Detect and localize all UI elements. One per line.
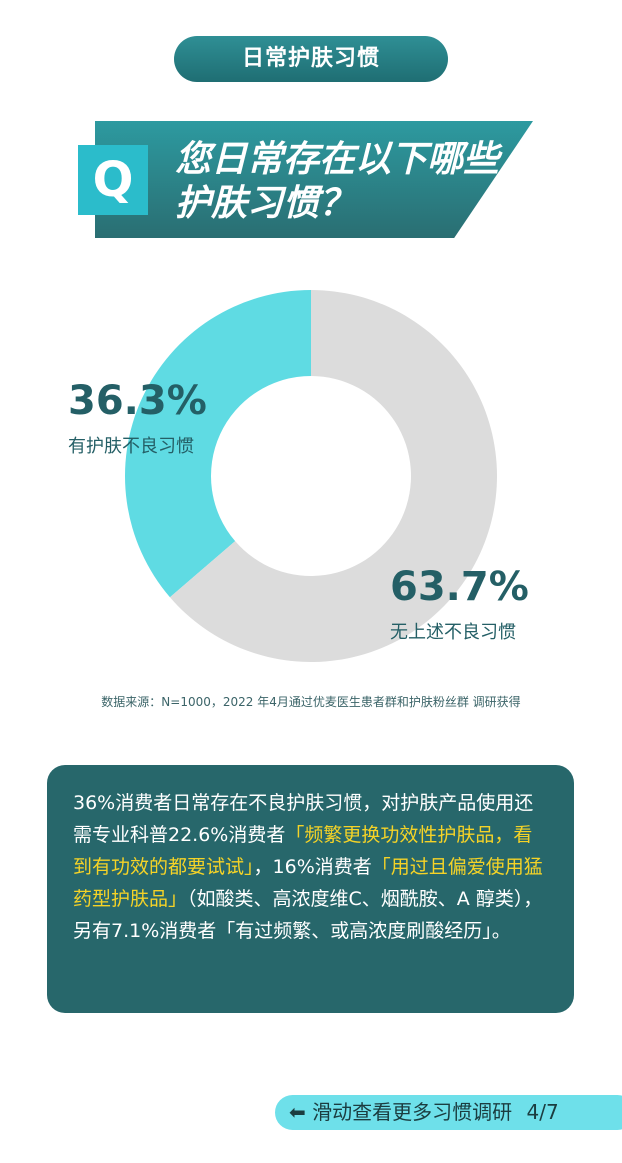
arrow-left-icon: ⬅ <box>289 1100 306 1124</box>
summary-text: ，16%消费者 <box>253 856 372 878</box>
data-source: 数据来源：N=1000，2022 年4月通过优麦医生患者群和护肤粉丝群 调研获得 <box>101 695 521 709</box>
summary-highlight: 「频繁更换功效性护肤品，看到有功效的都要试试」 <box>73 824 533 878</box>
page-indicator: 4/7 <box>526 1100 559 1124</box>
summary-panel: 36%消费者日常存在不良护肤习惯，对护肤产品使用还需专业科普22.6%消费者「频… <box>47 765 574 1013</box>
category-label-0: 有护肤不良习惯 <box>68 436 194 457</box>
category-label-1: 无上述不良习惯 <box>390 622 516 643</box>
data-label-0: 36.3% <box>68 378 207 424</box>
question-title: 您日常存在以下哪些护肤习惯？ <box>175 139 500 224</box>
q-badge: Q <box>78 145 148 215</box>
question-banner <box>95 121 533 238</box>
next-label: 滑动查看更多习惯调研 <box>312 1100 513 1124</box>
donut-slice-0 <box>125 290 311 598</box>
donut-chart <box>125 290 497 662</box>
summary-highlight: 「用过且偏爱使用猛药型护肤品」 <box>73 856 543 910</box>
summary-text: 36%消费者日常存在不良护肤习惯，对护肤产品使用还需专业科普22.6%消费者 <box>73 792 534 846</box>
donut-slice-1 <box>169 290 497 662</box>
data-label-1: 63.7% <box>390 564 529 610</box>
next-page-button[interactable]: ⬅ 滑动查看更多习惯调研 4/7 <box>275 1095 622 1130</box>
summary-text: （如酸类、高浓度维C、烟酰胺、A 醇类），另有7.1%消费者「有过频繁、或高浓度… <box>73 888 543 942</box>
section-pill: 日常护肤习惯 <box>174 36 448 82</box>
